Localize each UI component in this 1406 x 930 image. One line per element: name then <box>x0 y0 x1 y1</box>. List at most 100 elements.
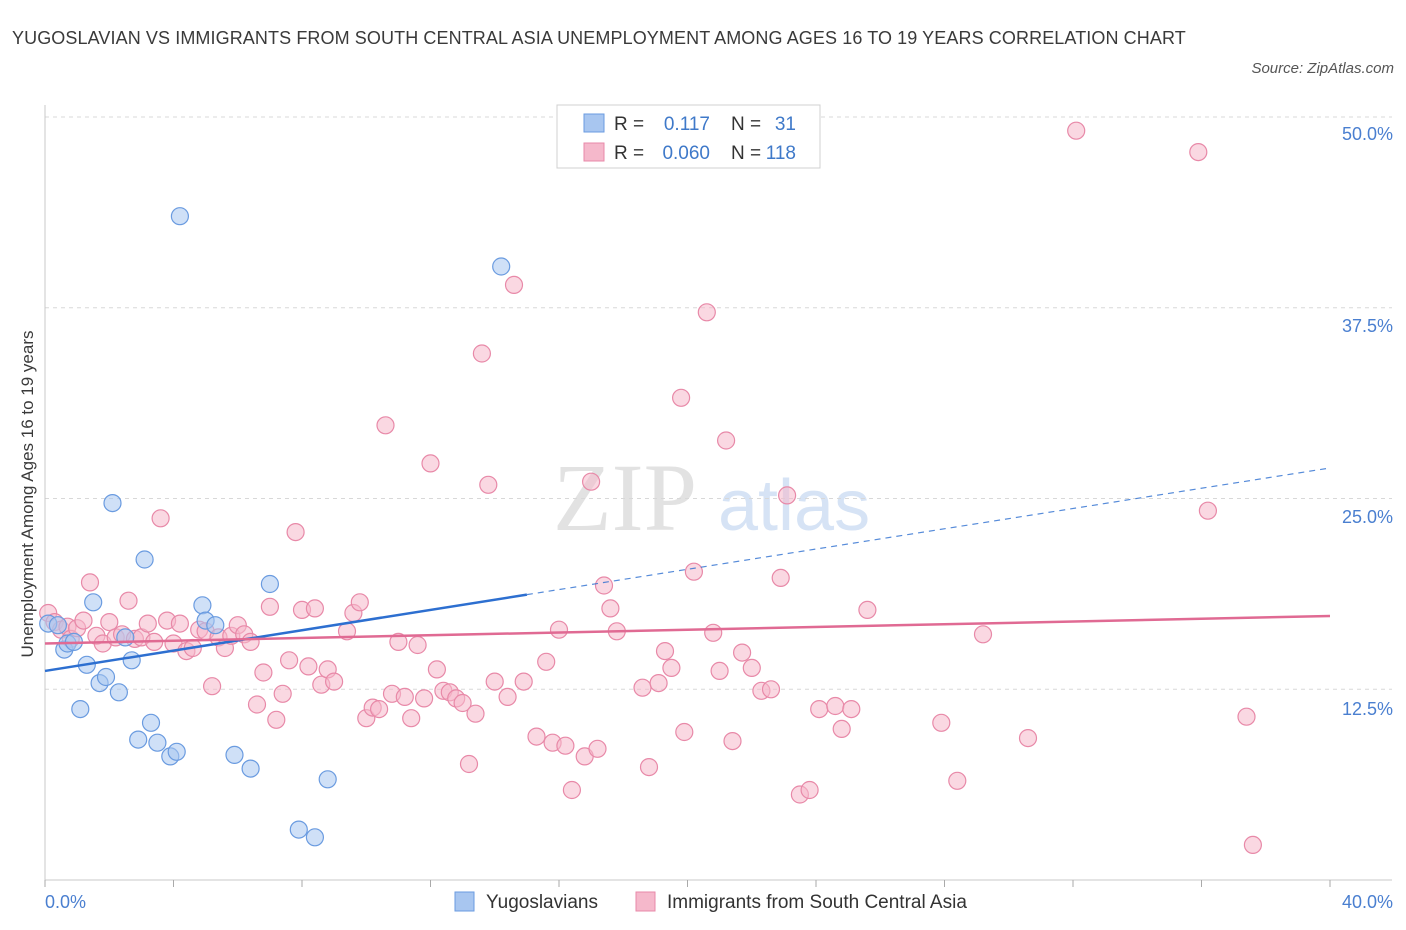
y-tick-label-12-5: 12.5% <box>1342 699 1393 719</box>
watermark-atlas: atlas <box>718 466 870 546</box>
point-immigrants-43 <box>305 599 324 618</box>
point-yugoslavians-26 <box>241 759 260 778</box>
point-immigrants-89 <box>655 641 675 661</box>
point-immigrants-93 <box>684 562 704 581</box>
point-immigrants-68 <box>472 344 491 363</box>
point-yugoslavians-12 <box>109 683 129 702</box>
point-immigrants-56 <box>395 687 414 707</box>
point-immigrants-110 <box>842 699 861 719</box>
trend-line-yugoslavians-extension <box>526 467 1331 596</box>
point-immigrants-52 <box>370 699 389 719</box>
point-immigrants-11 <box>100 612 119 632</box>
point-immigrants-59 <box>415 689 434 708</box>
point-immigrants-49 <box>350 593 369 612</box>
point-immigrants-19 <box>151 509 170 528</box>
point-immigrants-98 <box>723 731 742 751</box>
point-immigrants-61 <box>427 660 446 679</box>
point-immigrants-120 <box>1243 835 1263 855</box>
legend-r-value-2: 0.060 <box>662 143 710 164</box>
point-yugoslavians-2 <box>48 616 68 635</box>
legend-r-value-1: 0.117 <box>664 114 710 135</box>
watermark-zip: ZIP <box>553 444 697 551</box>
point-immigrants-69 <box>479 475 498 494</box>
point-immigrants-81 <box>581 472 601 491</box>
point-immigrants-82 <box>588 739 607 758</box>
bottom-legend: Yugoslavians Immigrants from South Centr… <box>454 891 967 913</box>
point-immigrants-34 <box>247 695 267 714</box>
point-immigrants-103 <box>771 568 790 588</box>
grid <box>45 116 1392 690</box>
point-immigrants-92 <box>675 722 694 742</box>
point-yugoslavians-15 <box>129 730 148 749</box>
point-immigrants-84 <box>601 599 620 618</box>
point-immigrants-108 <box>826 696 845 716</box>
point-immigrants-65 <box>453 693 472 713</box>
point-immigrants-27 <box>203 677 222 696</box>
point-immigrants-73 <box>514 672 533 691</box>
legend-r-label-1: R = <box>614 114 644 135</box>
point-yugoslavians-10 <box>96 667 116 687</box>
chart-title: YUGOSLAVIAN VS IMMIGRANTS FROM SOUTH CEN… <box>12 28 1186 48</box>
point-immigrants-39 <box>280 651 299 670</box>
point-immigrants-55 <box>389 632 408 652</box>
point-immigrants-111 <box>858 600 877 620</box>
point-immigrants-74 <box>527 727 546 746</box>
point-immigrants-7 <box>74 611 93 630</box>
bottom-legend-swatch-immigrants <box>635 891 656 912</box>
point-immigrants-99 <box>732 643 752 662</box>
legend-box: R = 0.117 N = 31 R = 0.060 N = 118 <box>556 104 821 169</box>
bottom-legend-label-yugoslavians: Yugoslavians <box>486 892 598 913</box>
point-immigrants-107 <box>810 699 829 719</box>
point-immigrants-102 <box>761 680 781 699</box>
point-immigrants-90 <box>662 658 681 678</box>
point-immigrants-118 <box>1198 501 1218 520</box>
point-immigrants-86 <box>633 678 652 697</box>
legend-n-value-1: 31 <box>775 114 796 135</box>
bottom-legend-label-immigrants: Immigrants from South Central Asia <box>667 892 967 913</box>
trend-line-yugoslavians <box>44 593 528 673</box>
source-label: Source: ZipAtlas.com <box>1251 60 1394 77</box>
point-yugoslavians-24 <box>206 616 225 635</box>
point-yugoslavians-21 <box>170 207 189 226</box>
point-immigrants-109 <box>832 719 851 739</box>
legend-n-label-1: N = <box>731 114 761 135</box>
point-yugoslavians-29 <box>305 828 324 847</box>
point-immigrants-78 <box>556 736 575 755</box>
point-immigrants-116 <box>1067 121 1086 140</box>
x-tick-label-min: 0.0% <box>45 892 86 912</box>
point-yugoslavians-11 <box>103 494 122 513</box>
legend-n-value-2: 118 <box>766 143 796 164</box>
point-yugoslavians-25 <box>225 745 244 765</box>
point-yugoslavians-14 <box>122 651 141 670</box>
point-immigrants-106 <box>800 780 819 800</box>
point-yugoslavians-16 <box>135 550 154 569</box>
point-immigrants-112 <box>932 713 951 732</box>
y-tick-label-37-5: 37.5% <box>1342 316 1393 336</box>
point-immigrants-14 <box>119 591 138 610</box>
point-immigrants-88 <box>649 673 668 693</box>
y-tick-label-25: 25.0% <box>1342 507 1393 527</box>
point-immigrants-8 <box>80 573 100 592</box>
point-yugoslavians-8 <box>84 593 103 612</box>
axes <box>44 105 1392 887</box>
trend-lines <box>44 467 1331 673</box>
point-immigrants-96 <box>710 661 729 681</box>
point-immigrants-35 <box>254 663 273 682</box>
point-immigrants-113 <box>948 771 967 790</box>
point-yugoslavians-17 <box>141 713 161 732</box>
x-tick-label-max: 40.0% <box>1342 892 1393 912</box>
point-immigrants-77 <box>549 620 569 639</box>
point-immigrants-72 <box>504 275 524 294</box>
point-yugoslavians-31 <box>492 257 511 276</box>
point-immigrants-71 <box>498 687 517 707</box>
bottom-legend-swatch-yugoslavians <box>454 891 475 912</box>
legend-r-label-2: R = <box>614 143 644 164</box>
point-immigrants-95 <box>704 623 723 642</box>
point-yugoslavians-6 <box>71 699 90 719</box>
point-immigrants-42 <box>299 657 318 676</box>
point-immigrants-37 <box>267 710 286 729</box>
point-immigrants-117 <box>1189 143 1208 162</box>
point-immigrants-46 <box>325 672 344 691</box>
point-immigrants-38 <box>273 684 292 703</box>
point-yugoslavians-30 <box>318 770 337 789</box>
